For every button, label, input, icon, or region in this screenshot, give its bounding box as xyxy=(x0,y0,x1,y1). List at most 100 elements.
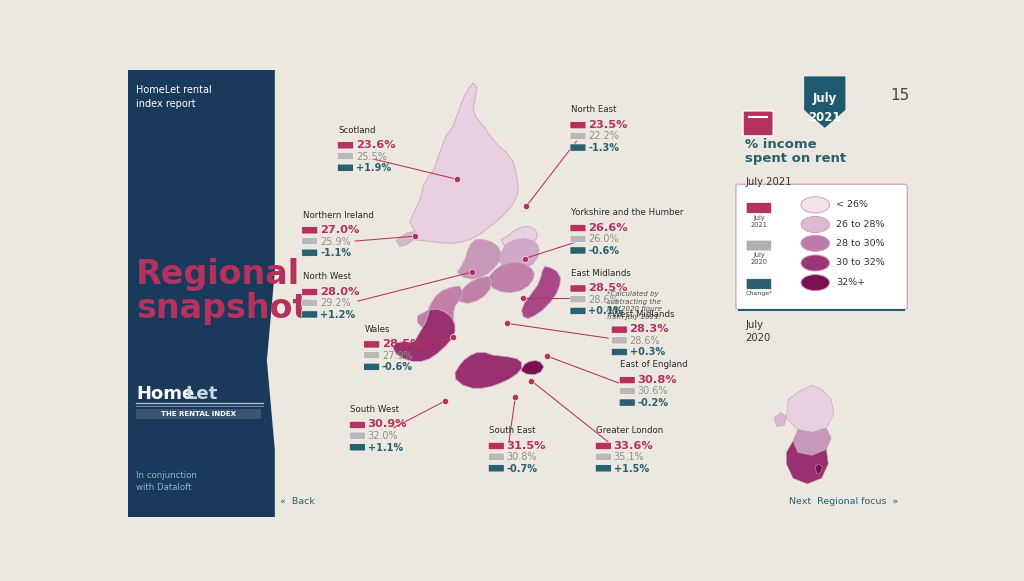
Circle shape xyxy=(801,275,829,290)
Text: East Midlands: East Midlands xyxy=(570,269,631,278)
Text: «  Back: « Back xyxy=(281,497,315,506)
Text: +1.9%: +1.9% xyxy=(355,163,391,173)
FancyBboxPatch shape xyxy=(570,144,586,151)
Text: Home: Home xyxy=(136,385,195,403)
FancyBboxPatch shape xyxy=(736,184,907,310)
Text: HomeLet rental
index report: HomeLet rental index report xyxy=(136,85,212,109)
Text: North West: North West xyxy=(303,272,350,281)
Polygon shape xyxy=(501,226,538,250)
Text: 25.5%: 25.5% xyxy=(355,152,387,162)
Text: +1.2%: +1.2% xyxy=(321,310,355,320)
Text: 32.0%: 32.0% xyxy=(368,431,398,441)
Polygon shape xyxy=(815,464,822,474)
Text: 33.6%: 33.6% xyxy=(613,440,653,450)
Text: +0.3%: +0.3% xyxy=(630,347,665,357)
Text: July
2020: July 2020 xyxy=(751,252,767,266)
FancyBboxPatch shape xyxy=(349,432,366,439)
FancyBboxPatch shape xyxy=(611,349,627,356)
Text: 23.6%: 23.6% xyxy=(355,140,395,150)
FancyBboxPatch shape xyxy=(338,142,353,149)
Text: 29.2%: 29.2% xyxy=(321,298,351,309)
Text: South East: South East xyxy=(489,426,536,435)
Text: +0.1%: +0.1% xyxy=(588,306,624,316)
Text: Regional
snapshot: Regional snapshot xyxy=(136,257,308,325)
Text: Wales: Wales xyxy=(365,325,390,333)
FancyBboxPatch shape xyxy=(620,399,635,406)
Text: -1.1%: -1.1% xyxy=(321,248,351,258)
Polygon shape xyxy=(793,428,831,456)
FancyBboxPatch shape xyxy=(595,465,611,472)
FancyBboxPatch shape xyxy=(746,279,772,289)
Circle shape xyxy=(801,217,829,232)
FancyBboxPatch shape xyxy=(570,285,586,292)
Polygon shape xyxy=(128,70,274,517)
FancyBboxPatch shape xyxy=(136,409,261,419)
Polygon shape xyxy=(521,360,544,375)
Polygon shape xyxy=(410,83,518,243)
FancyBboxPatch shape xyxy=(595,442,611,450)
Text: East of England: East of England xyxy=(620,360,688,370)
Text: THE RENTAL INDEX: THE RENTAL INDEX xyxy=(161,411,237,417)
Text: 28.0%: 28.0% xyxy=(321,286,359,297)
FancyBboxPatch shape xyxy=(746,240,772,251)
Polygon shape xyxy=(786,441,828,484)
Text: 28.3%: 28.3% xyxy=(630,324,669,334)
FancyBboxPatch shape xyxy=(302,238,317,245)
Text: 26.0%: 26.0% xyxy=(588,234,618,244)
FancyBboxPatch shape xyxy=(302,299,317,306)
Polygon shape xyxy=(458,240,501,279)
Polygon shape xyxy=(393,309,455,361)
Text: Scotland: Scotland xyxy=(338,125,376,135)
FancyBboxPatch shape xyxy=(570,224,586,232)
Text: July
2021: July 2021 xyxy=(751,214,767,228)
FancyBboxPatch shape xyxy=(302,311,317,318)
Text: 25.9%: 25.9% xyxy=(321,236,351,246)
Text: 27.0%: 27.0% xyxy=(321,225,359,235)
Polygon shape xyxy=(500,239,539,271)
FancyBboxPatch shape xyxy=(620,376,635,384)
FancyBboxPatch shape xyxy=(488,453,504,460)
FancyBboxPatch shape xyxy=(611,337,627,344)
FancyBboxPatch shape xyxy=(364,341,380,348)
Text: In conjunction
with Dataloft: In conjunction with Dataloft xyxy=(136,471,197,492)
FancyBboxPatch shape xyxy=(364,352,380,358)
Text: 28.6%: 28.6% xyxy=(588,295,618,304)
FancyBboxPatch shape xyxy=(611,326,627,333)
Text: 30.8%: 30.8% xyxy=(638,375,677,385)
Text: -0.2%: -0.2% xyxy=(638,398,669,408)
Text: 28.5%: 28.5% xyxy=(382,339,422,349)
Text: 27.9%: 27.9% xyxy=(382,350,413,361)
Polygon shape xyxy=(521,267,560,318)
Text: Northern Ireland: Northern Ireland xyxy=(303,210,374,220)
Text: July: July xyxy=(813,92,837,105)
Polygon shape xyxy=(786,385,834,432)
Polygon shape xyxy=(418,286,463,331)
FancyBboxPatch shape xyxy=(488,465,504,472)
Text: 26.6%: 26.6% xyxy=(588,223,628,232)
FancyBboxPatch shape xyxy=(302,227,317,234)
Text: -0.6%: -0.6% xyxy=(588,246,620,256)
Circle shape xyxy=(801,255,829,271)
FancyBboxPatch shape xyxy=(570,121,586,129)
Text: -0.6%: -0.6% xyxy=(382,362,413,372)
Text: 30 to 32%: 30 to 32% xyxy=(836,259,885,267)
Polygon shape xyxy=(457,277,492,303)
Text: 23.5%: 23.5% xyxy=(588,120,628,130)
Text: Greater London: Greater London xyxy=(596,426,664,435)
FancyBboxPatch shape xyxy=(349,444,366,451)
Text: 30.8%: 30.8% xyxy=(507,452,537,462)
Text: South West: South West xyxy=(350,405,399,414)
Text: July 2021: July 2021 xyxy=(745,177,792,187)
Text: 32%+: 32%+ xyxy=(836,278,865,287)
Text: 22.2%: 22.2% xyxy=(588,131,620,141)
Text: +1.1%: +1.1% xyxy=(368,443,402,453)
FancyBboxPatch shape xyxy=(570,247,586,254)
Text: 30.9%: 30.9% xyxy=(368,419,408,429)
FancyBboxPatch shape xyxy=(302,289,317,296)
Text: < 26%: < 26% xyxy=(836,200,868,209)
Text: 28.6%: 28.6% xyxy=(630,336,660,346)
Circle shape xyxy=(801,197,829,213)
Text: 26 to 28%: 26 to 28% xyxy=(836,220,885,229)
Polygon shape xyxy=(804,77,846,128)
FancyBboxPatch shape xyxy=(364,363,380,370)
